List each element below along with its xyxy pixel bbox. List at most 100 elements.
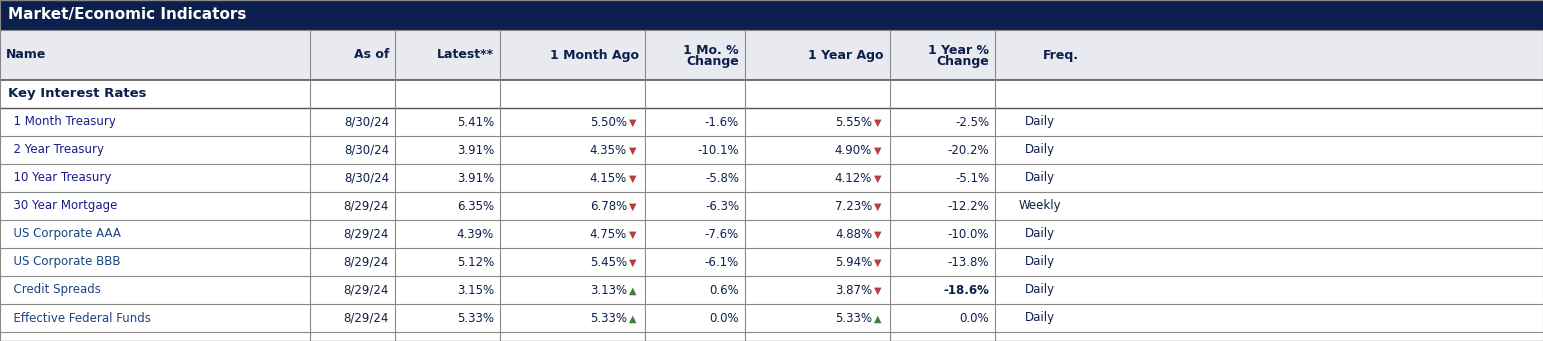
Text: ▼: ▼ <box>630 118 637 128</box>
Text: ▼: ▼ <box>873 174 881 184</box>
Text: ▼: ▼ <box>630 202 637 212</box>
Text: -2.5%: -2.5% <box>955 116 989 129</box>
Text: Change: Change <box>937 56 989 69</box>
Text: 4.15%: 4.15% <box>589 172 626 184</box>
Text: 5.33%: 5.33% <box>835 311 872 325</box>
Text: Daily: Daily <box>1025 116 1055 129</box>
Bar <box>0 192 1543 220</box>
Text: -6.3%: -6.3% <box>705 199 739 212</box>
Text: 5.55%: 5.55% <box>835 116 872 129</box>
Text: 5.33%: 5.33% <box>457 311 494 325</box>
Text: ▼: ▼ <box>630 174 637 184</box>
Text: 6.35%: 6.35% <box>457 199 494 212</box>
Text: 1 Year %: 1 Year % <box>927 44 989 57</box>
Bar <box>0 276 1543 304</box>
Text: 30 Year Mortgage: 30 Year Mortgage <box>6 199 117 212</box>
Text: 4.12%: 4.12% <box>835 172 872 184</box>
Bar <box>0 0 1543 30</box>
Text: 5.12%: 5.12% <box>457 255 494 268</box>
Text: Key Interest Rates: Key Interest Rates <box>8 88 147 101</box>
Text: Credit Spreads: Credit Spreads <box>6 283 100 297</box>
Text: 8/30/24: 8/30/24 <box>344 144 389 157</box>
Text: Daily: Daily <box>1025 311 1055 325</box>
Text: Market/Economic Indicators: Market/Economic Indicators <box>8 8 247 23</box>
Bar <box>0 30 1543 80</box>
Text: 3.87%: 3.87% <box>835 283 872 297</box>
Text: -12.2%: -12.2% <box>947 199 989 212</box>
Text: ▼: ▼ <box>873 146 881 156</box>
Text: ▼: ▼ <box>873 230 881 240</box>
Text: 4.88%: 4.88% <box>835 227 872 240</box>
Text: ▼: ▼ <box>873 118 881 128</box>
Bar <box>0 164 1543 192</box>
Bar <box>0 136 1543 164</box>
Text: 1 Year Ago: 1 Year Ago <box>809 48 884 61</box>
Text: Daily: Daily <box>1025 227 1055 240</box>
Text: As of: As of <box>353 48 389 61</box>
Text: -5.1%: -5.1% <box>955 172 989 184</box>
Text: 8/29/24: 8/29/24 <box>344 311 389 325</box>
Text: ▲: ▲ <box>630 286 637 296</box>
Text: -13.8%: -13.8% <box>947 255 989 268</box>
Text: 5.33%: 5.33% <box>589 311 626 325</box>
Text: 1 Month Treasury: 1 Month Treasury <box>6 116 116 129</box>
Text: Daily: Daily <box>1025 172 1055 184</box>
Text: 2 Year Treasury: 2 Year Treasury <box>6 144 103 157</box>
Text: -7.6%: -7.6% <box>705 227 739 240</box>
Text: 1 Mo. %: 1 Mo. % <box>684 44 739 57</box>
Text: -10.1%: -10.1% <box>697 144 739 157</box>
Text: 3.13%: 3.13% <box>589 283 626 297</box>
Text: Name: Name <box>6 48 46 61</box>
Text: 4.39%: 4.39% <box>457 227 494 240</box>
Text: ▼: ▼ <box>873 286 881 296</box>
Text: -20.2%: -20.2% <box>947 144 989 157</box>
Text: -1.6%: -1.6% <box>705 116 739 129</box>
Text: US Corporate AAA: US Corporate AAA <box>6 227 120 240</box>
Bar <box>0 220 1543 248</box>
Text: Daily: Daily <box>1025 255 1055 268</box>
Text: ▼: ▼ <box>873 202 881 212</box>
Text: 8/29/24: 8/29/24 <box>344 255 389 268</box>
Text: 0.0%: 0.0% <box>960 311 989 325</box>
Text: Effective Federal Funds: Effective Federal Funds <box>6 311 151 325</box>
Text: 10 Year Treasury: 10 Year Treasury <box>6 172 111 184</box>
Text: 1 Month Ago: 1 Month Ago <box>549 48 639 61</box>
Text: 7.23%: 7.23% <box>835 199 872 212</box>
Text: 8/29/24: 8/29/24 <box>344 227 389 240</box>
Text: 4.90%: 4.90% <box>835 144 872 157</box>
Text: ▲: ▲ <box>630 314 637 324</box>
Text: US Corporate BBB: US Corporate BBB <box>6 255 120 268</box>
Text: 3.15%: 3.15% <box>457 283 494 297</box>
Text: 8/30/24: 8/30/24 <box>344 172 389 184</box>
Text: 0.6%: 0.6% <box>710 283 739 297</box>
Text: ▲: ▲ <box>873 314 881 324</box>
Text: ▼: ▼ <box>630 146 637 156</box>
Text: -6.1%: -6.1% <box>705 255 739 268</box>
Text: 6.78%: 6.78% <box>589 199 626 212</box>
Text: Weekly: Weekly <box>1018 199 1062 212</box>
Text: 3.91%: 3.91% <box>457 144 494 157</box>
Text: -5.8%: -5.8% <box>705 172 739 184</box>
Text: -10.0%: -10.0% <box>947 227 989 240</box>
Text: Daily: Daily <box>1025 144 1055 157</box>
Text: 4.75%: 4.75% <box>589 227 626 240</box>
Text: 5.94%: 5.94% <box>835 255 872 268</box>
Text: 3.91%: 3.91% <box>457 172 494 184</box>
Text: 4.35%: 4.35% <box>589 144 626 157</box>
Text: Change: Change <box>687 56 739 69</box>
Bar <box>0 80 1543 108</box>
Text: 8/29/24: 8/29/24 <box>344 199 389 212</box>
Text: ▼: ▼ <box>873 258 881 268</box>
Text: Latest**: Latest** <box>437 48 494 61</box>
Text: -18.6%: -18.6% <box>943 283 989 297</box>
Text: 8/30/24: 8/30/24 <box>344 116 389 129</box>
Text: 5.50%: 5.50% <box>589 116 626 129</box>
Text: 0.0%: 0.0% <box>710 311 739 325</box>
Text: 5.41%: 5.41% <box>457 116 494 129</box>
Text: ▼: ▼ <box>630 230 637 240</box>
Text: ▼: ▼ <box>630 258 637 268</box>
Text: Freq.: Freq. <box>1043 48 1079 61</box>
Bar <box>0 108 1543 136</box>
Text: Daily: Daily <box>1025 283 1055 297</box>
Bar <box>0 304 1543 332</box>
